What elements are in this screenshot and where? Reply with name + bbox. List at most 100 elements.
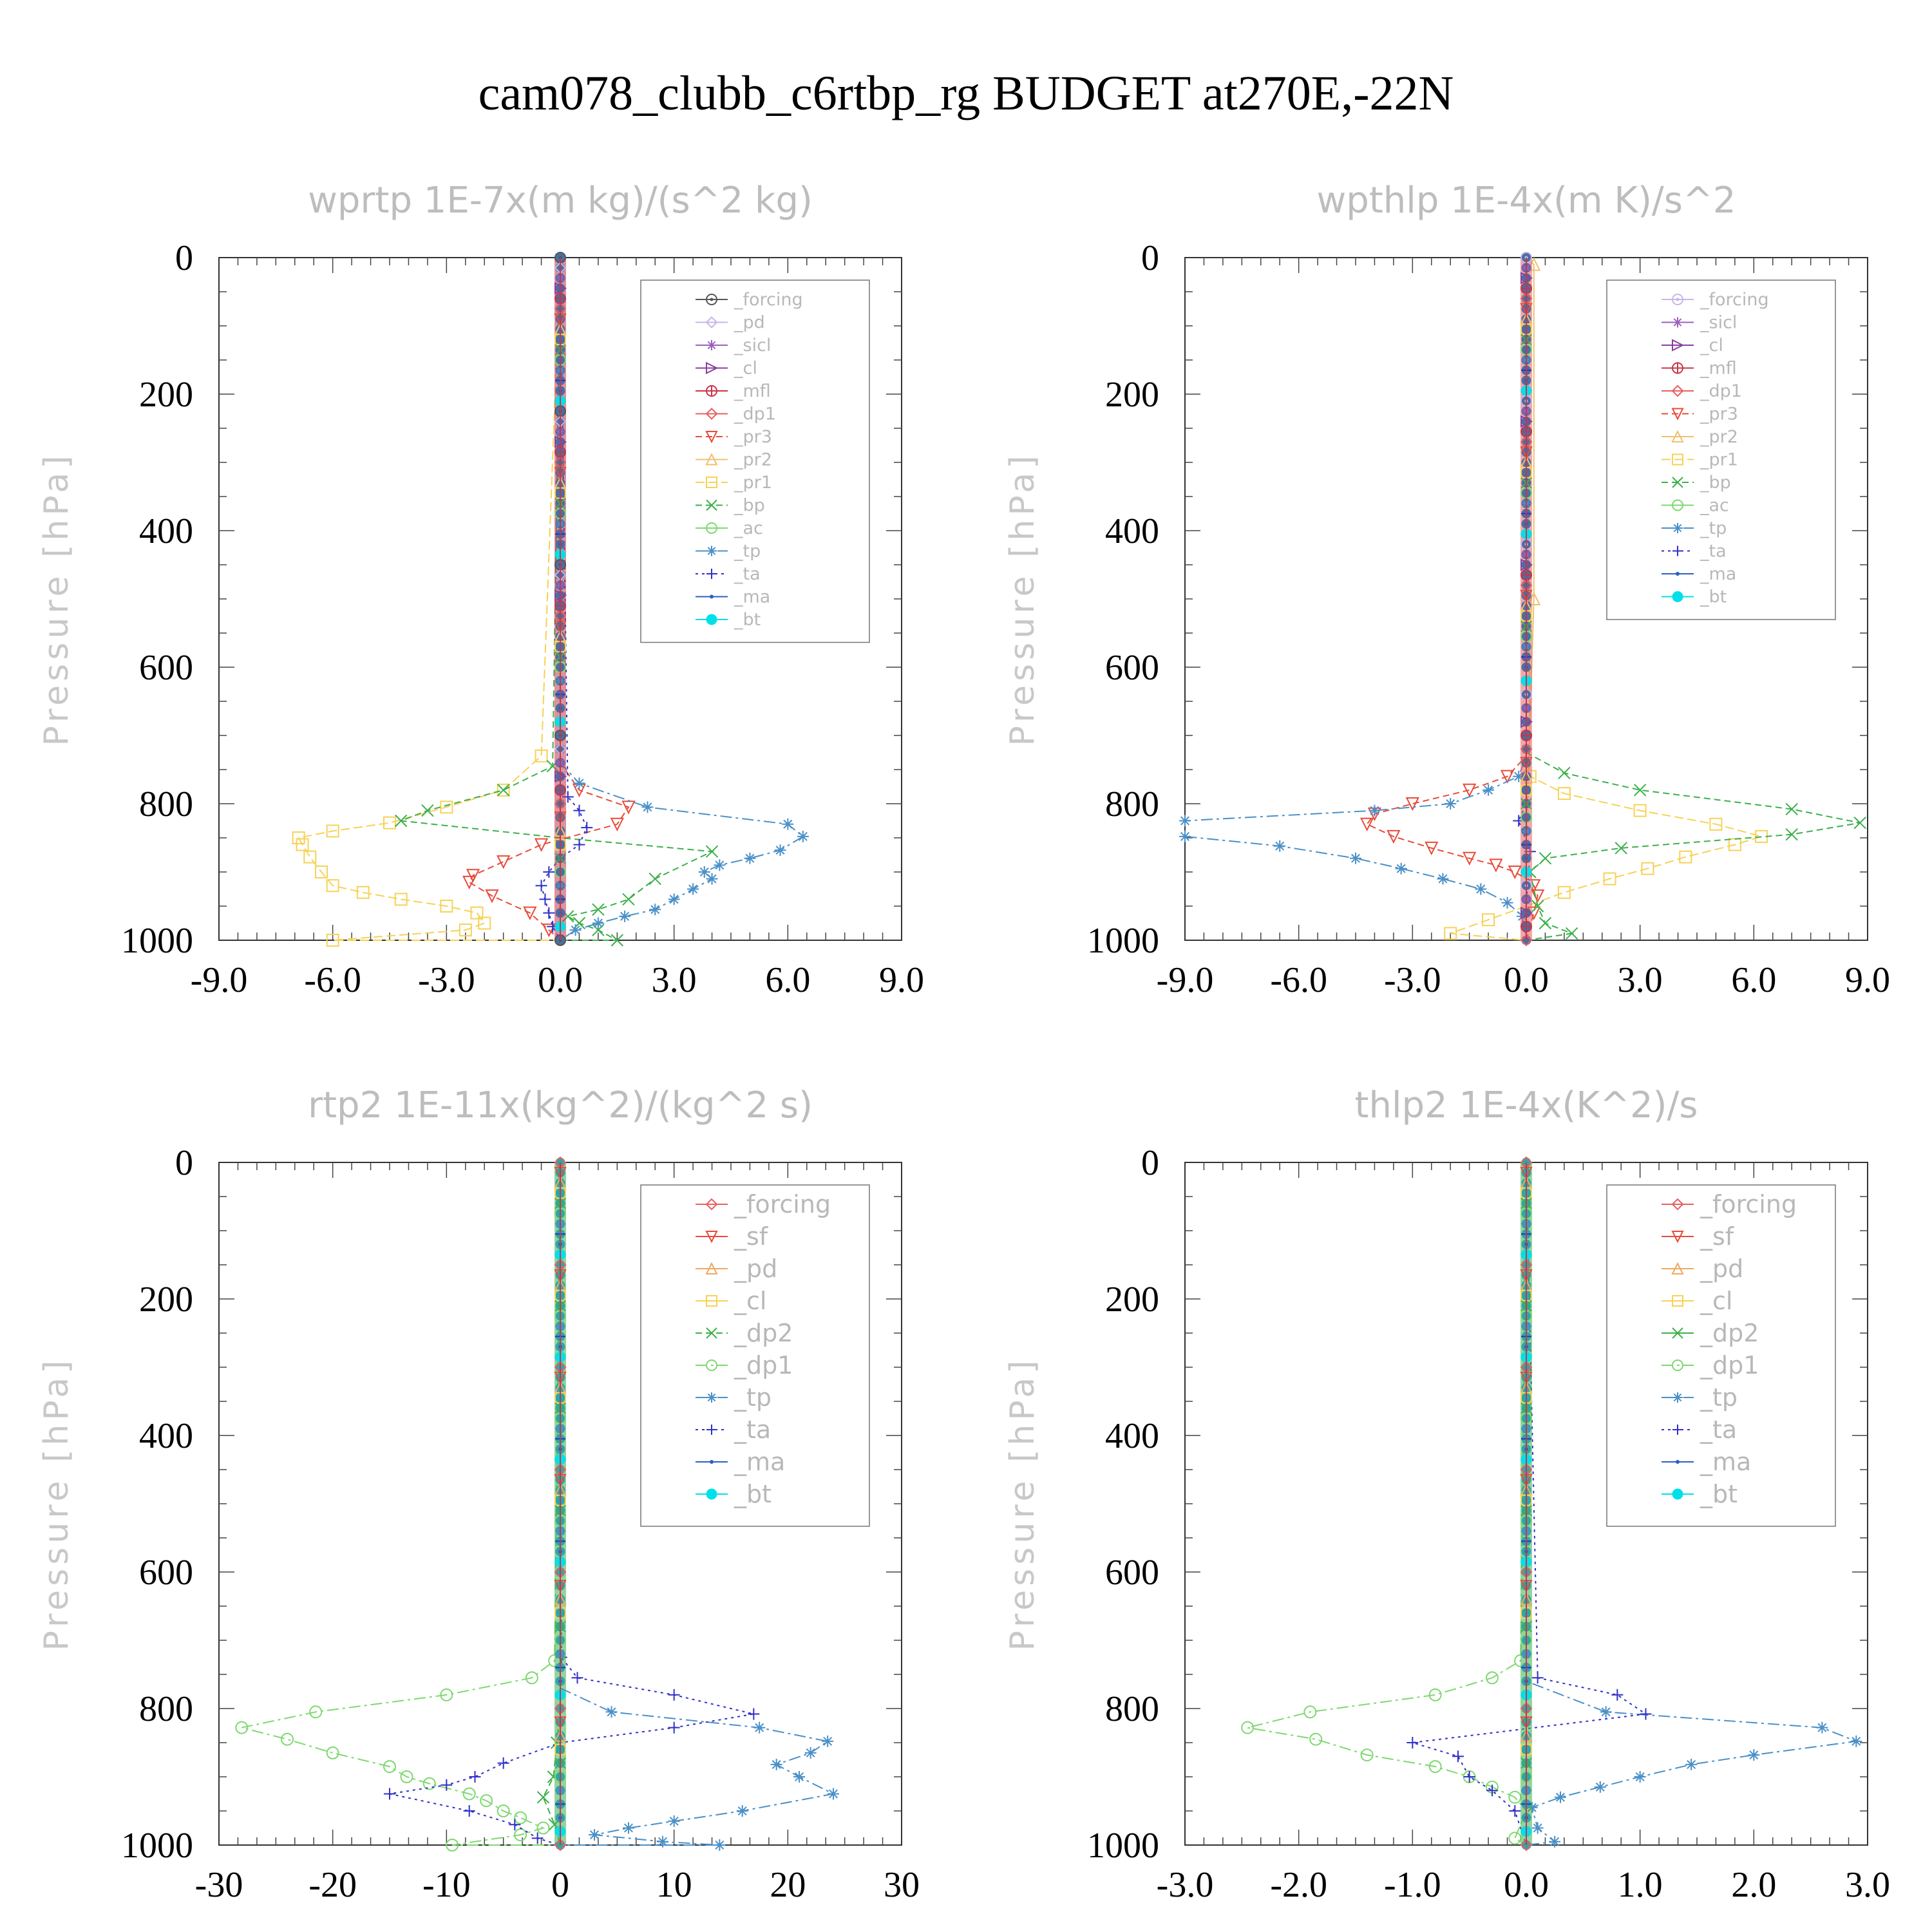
series-tp [1179, 258, 1529, 941]
legend-item: _pd [696, 313, 765, 333]
panel-4-legend: _forcing _sf _pd _cl _dp2 _dp1 _tp _ta _ma _bt [1606, 1184, 1836, 1527]
data-point [804, 1747, 817, 1759]
panel-2-legend: _forcing _sicl _cl _mfl_dp1 _pr3 _pr2 _pr1 _bp _… [1606, 279, 1836, 620]
x-tick-label: -3.0 [1384, 960, 1441, 1000]
data-point [1500, 770, 1515, 784]
data-point [440, 1688, 453, 1701]
data-point [326, 1746, 339, 1759]
data-point [1785, 802, 1798, 816]
legend-label: _sicl [1700, 313, 1737, 333]
legend-item: _dp1 [696, 404, 776, 424]
legend-item: _ma [696, 1448, 785, 1476]
x-tick-label: 3.0 [652, 960, 697, 1000]
data-point [440, 1779, 453, 1791]
data-point [1303, 1705, 1317, 1719]
panel-3-ylabel: Pressure [hPa] [37, 1357, 76, 1651]
legend-item: _dp1 [1662, 381, 1742, 401]
legend-item: _ac [696, 518, 763, 538]
y-tick-label: 0 [175, 1143, 193, 1183]
legend-item: _bt [1662, 1480, 1738, 1508]
x-tick-label: -6.0 [1270, 960, 1327, 1000]
figure-title: cam078_clubb_c6rtbp_rg BUDGET at270E,-22… [478, 66, 1454, 120]
legend-label: _bt [734, 1480, 772, 1508]
data-point [1179, 815, 1191, 827]
data-point [1274, 840, 1286, 852]
data-point [326, 934, 339, 947]
legend-label: _pd [734, 1255, 777, 1283]
legend-label: _ma [734, 587, 770, 607]
data-point [573, 804, 585, 817]
x-tick-label: 0 [551, 1865, 569, 1905]
y-tick-label: 400 [139, 1416, 193, 1456]
data-point [1816, 1721, 1828, 1734]
legend-item: _sf [696, 1222, 769, 1251]
panel-2: wpthlp 1E-4x(m K)/s^2 Pressure [hPa] -9.0 -… [1003, 180, 1890, 1000]
data-point [668, 1815, 680, 1827]
data-point [668, 893, 680, 905]
legend-label: _ta [1700, 542, 1727, 562]
legend-label: _forcing [1700, 1190, 1797, 1218]
y-tick-label: 200 [139, 375, 193, 415]
series-ta [1406, 1162, 1652, 1846]
y-tick-label: 1000 [1087, 921, 1159, 961]
data-point [309, 1705, 323, 1719]
data-point [736, 1805, 748, 1817]
legend-label: _pr2 [1700, 427, 1738, 447]
panel-4-zero-column [1520, 1156, 1533, 1852]
data-point [610, 817, 624, 832]
x-tick-label: -20 [308, 1865, 357, 1905]
legend-label: _ma [1700, 564, 1736, 584]
legend-item: _bt [696, 1480, 772, 1508]
data-point [525, 1671, 538, 1685]
data-point [1850, 1735, 1862, 1747]
legend-label: _dp1 [734, 404, 776, 424]
data-point [1428, 1688, 1442, 1701]
legend-item: _forcing [1662, 290, 1769, 310]
data-point [235, 1721, 249, 1734]
legend-label: _pr3 [734, 427, 772, 447]
legend-label: _forcing [734, 290, 803, 310]
data-point [1640, 1708, 1652, 1720]
data-point [1428, 1760, 1442, 1774]
data-point [1444, 927, 1457, 940]
data-point [1360, 817, 1374, 832]
data-point [1463, 851, 1477, 866]
legend-label: _pr1 [734, 473, 772, 493]
data-point [1615, 842, 1627, 855]
data-point [422, 1777, 436, 1790]
legend-item: _dp1 [1662, 1351, 1759, 1379]
panel-2-title: wpthlp 1E-4x(m K)/s^2 [1316, 180, 1736, 222]
data-point [573, 777, 585, 790]
panel-3-zero-column [554, 1156, 567, 1852]
panel-3-title: rtp2 1E-11x(kg^2)/(kg^2 s) [308, 1084, 813, 1126]
x-tick-label: 3.0 [1845, 1865, 1890, 1905]
data-point [569, 924, 582, 936]
legend-label: _mfl [734, 381, 771, 401]
legend-label: _ta [1700, 1416, 1737, 1444]
legend-label: _dp1 [734, 1351, 793, 1379]
data-point [394, 814, 408, 828]
legend-label: _tp [734, 1383, 772, 1412]
y-tick-label: 800 [1105, 784, 1159, 824]
legend-label: _bt [1700, 1480, 1738, 1508]
y-tick-label: 800 [139, 1689, 193, 1729]
legend-item: _tp [1662, 1383, 1738, 1412]
data-point [706, 873, 718, 885]
y-tick-label: 400 [139, 511, 193, 551]
panel-2-ylabel: Pressure [hPa] [1003, 452, 1042, 746]
data-point [1179, 830, 1191, 842]
y-tick-label: 200 [1105, 375, 1159, 415]
legend-item: _ta [696, 1416, 771, 1444]
legend-label: _pd [1700, 1255, 1743, 1283]
legend-item: _forcing [1662, 1190, 1797, 1218]
data-point [497, 1757, 509, 1769]
data-point [714, 1839, 726, 1851]
y-tick-label: 400 [1105, 1416, 1159, 1456]
data-point [1406, 1737, 1419, 1748]
y-tick-label: 600 [139, 1553, 193, 1593]
legend-item: _tp [696, 1383, 772, 1412]
data-point [1633, 804, 1647, 817]
data-point [573, 838, 585, 851]
data-point [1634, 1771, 1646, 1783]
data-point [748, 1708, 760, 1720]
